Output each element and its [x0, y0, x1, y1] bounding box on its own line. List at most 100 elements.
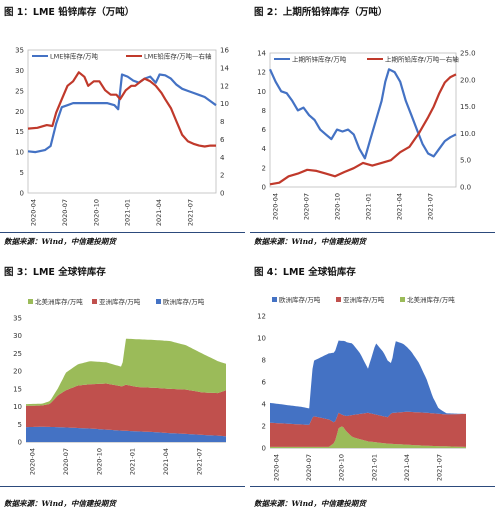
plot-frame [269, 52, 457, 188]
legend-swatch [272, 297, 277, 302]
x-tick-label: 2020-04 [29, 448, 37, 475]
legend-label: 欧洲库存/万吨 [279, 295, 321, 304]
chart-source: 数据来源：Wind，中信建投期货 [4, 237, 116, 246]
y2-tick-label: 10 [220, 100, 229, 108]
y2-tick-label: 5.0 [460, 157, 471, 165]
x-tick-label: 2020-04 [272, 454, 280, 481]
series-area [26, 383, 226, 437]
legend-label: 北美洲库存/万吨 [407, 295, 455, 304]
y2-tick-label: 12 [220, 82, 229, 90]
x-tick-label: 2020-07 [305, 454, 313, 481]
x-tick-label: 2021-07 [195, 448, 203, 475]
y-tick-label: 25 [13, 350, 22, 358]
legend-label: LME锌库存/万吨 [50, 52, 99, 61]
y-tick-label: 8 [262, 357, 266, 365]
series-area [26, 338, 226, 406]
chart-panel-1: 图 1：LME 铅锌库存（万吨） 0 5 10 15 20 25 30 35 0 2 4 6 8 10 12… [0, 0, 245, 252]
x-tick-label: 2021-04 [155, 199, 163, 226]
y-tick-label: 25 [15, 87, 24, 95]
y-tick-label: 35 [15, 47, 24, 55]
y-tick-label: 0 [262, 184, 266, 192]
chart-title: 图 2：上期所铅锌库存（万吨） [254, 7, 388, 18]
series-area [270, 340, 466, 425]
x-tick-label: 2020-07 [62, 448, 70, 475]
divider [0, 232, 245, 233]
y-tick-label: 6 [262, 379, 267, 387]
y-tick-label: 12 [257, 313, 266, 321]
y-tick-label: 2 [262, 164, 266, 172]
chart-svg: 0 5 10 15 20 25 30 35 2020-04 2020-07 2020-10 2021-… [13, 297, 226, 475]
y-tick-label: 8 [262, 107, 266, 115]
chart-svg: 0 5 10 15 20 25 30 35 0 2 4 6 8 10 12 14 16 2020-04 2020-0… [15, 47, 229, 227]
x-tick-label: 2021-04 [403, 454, 411, 481]
y2-tick-label: 10.0 [460, 130, 476, 138]
divider [250, 486, 495, 487]
chart-panel-2: 图 2：上期所铅锌库存（万吨） 0 2 4 6 8 10 12 14 0.0 5.0 10.0 15.… [250, 0, 495, 252]
y-tick-label: 5 [18, 421, 22, 429]
x-tick-label: 2020-10 [334, 193, 342, 220]
series-line [27, 71, 216, 148]
y2-tick-label: 0 [220, 190, 224, 198]
series-area [270, 426, 466, 448]
y2-tick-label: 2 [220, 172, 224, 180]
y-tick-label: 10 [13, 403, 22, 411]
chart-svg: 0 2 4 6 8 10 12 14 0.0 5.0 10.0 15.0 20.0 25.0 2020-04… [257, 50, 476, 221]
x-tick-label: 2020-07 [303, 193, 311, 220]
x-tick-label: 2021-07 [436, 454, 444, 481]
y-tick-label: 20 [13, 368, 22, 376]
legend-label: 北美洲库存/万吨 [35, 297, 83, 306]
chart-title: 图 1：LME 铅锌库存（万吨） [4, 7, 135, 18]
chart-panel-3: 图 3：LME 全球锌库存 0 5 10 15 20 25 30 35 2020-04 2020-… [0, 260, 245, 514]
y-tick-label: 4 [262, 145, 267, 153]
y-tick-label: 0 [18, 439, 22, 447]
legend-label: 上期所铅库存/万吨—右轴 [385, 55, 459, 64]
x-tick-label: 2020-10 [95, 448, 103, 475]
chart-panel-4: 图 4：LME 全球铅库存 0 2 4 6 8 10 12 2020-04 2020-07 202… [250, 260, 495, 514]
y-tick-label: 4 [262, 401, 267, 409]
x-tick-label: 2021-01 [124, 199, 132, 226]
legend-label: 上期所锌库存/万吨 [292, 55, 347, 64]
y-tick-label: 10 [257, 335, 266, 343]
y-tick-label: 5 [20, 169, 24, 177]
legend-label: 欧洲库存/万吨 [163, 297, 205, 306]
y2-tick-label: 20.0 [460, 76, 476, 84]
legend-label: 亚洲库存/万吨 [343, 295, 385, 304]
x-tick-label: 2021-01 [365, 193, 373, 220]
y-tick-label: 30 [13, 332, 22, 340]
y-tick-label: 35 [13, 315, 22, 323]
y2-tick-label: 8 [220, 118, 224, 126]
y2-tick-label: 0.0 [460, 184, 471, 192]
x-tick-label: 2020-04 [272, 193, 280, 220]
chart-source: 数据来源：Wind，中信建投期货 [254, 237, 366, 246]
series-line [269, 73, 457, 186]
x-tick-label: 2021-07 [427, 193, 435, 220]
x-tick-label: 2021-01 [370, 454, 378, 481]
plot-frame [27, 49, 217, 194]
legend-label: 亚洲库存/万吨 [99, 297, 141, 306]
y-tick-label: 2 [262, 423, 266, 431]
y-tick-label: 0 [20, 190, 24, 198]
divider [0, 486, 245, 487]
legend-label: LME铅库存/万吨—右轴 [144, 52, 212, 61]
y-tick-label: 12 [257, 69, 266, 77]
series-area [26, 426, 226, 442]
y2-tick-label: 4 [220, 154, 225, 162]
chart-source: 数据来源：Wind，中信建投期货 [4, 499, 116, 508]
y-tick-label: 6 [262, 126, 267, 134]
y-tick-label: 15 [13, 385, 22, 393]
y2-tick-label: 25.0 [460, 50, 476, 58]
chart-title: 图 3：LME 全球锌库存 [4, 267, 106, 278]
legend-swatch [156, 299, 161, 304]
divider [250, 232, 495, 233]
x-tick-label: 2021-04 [162, 448, 170, 475]
chart-source: 数据来源：Wind，中信建投期货 [254, 499, 366, 508]
x-tick-label: 2021-07 [186, 199, 194, 226]
series-area [270, 411, 466, 447]
series-line [27, 73, 217, 154]
legend-swatch [336, 297, 341, 302]
y-tick-label: 15 [15, 128, 24, 136]
series-line [268, 68, 457, 160]
y-tick-label: 10 [15, 149, 24, 157]
x-tick-label: 2021-01 [129, 448, 137, 475]
y-tick-label: 20 [15, 108, 24, 116]
